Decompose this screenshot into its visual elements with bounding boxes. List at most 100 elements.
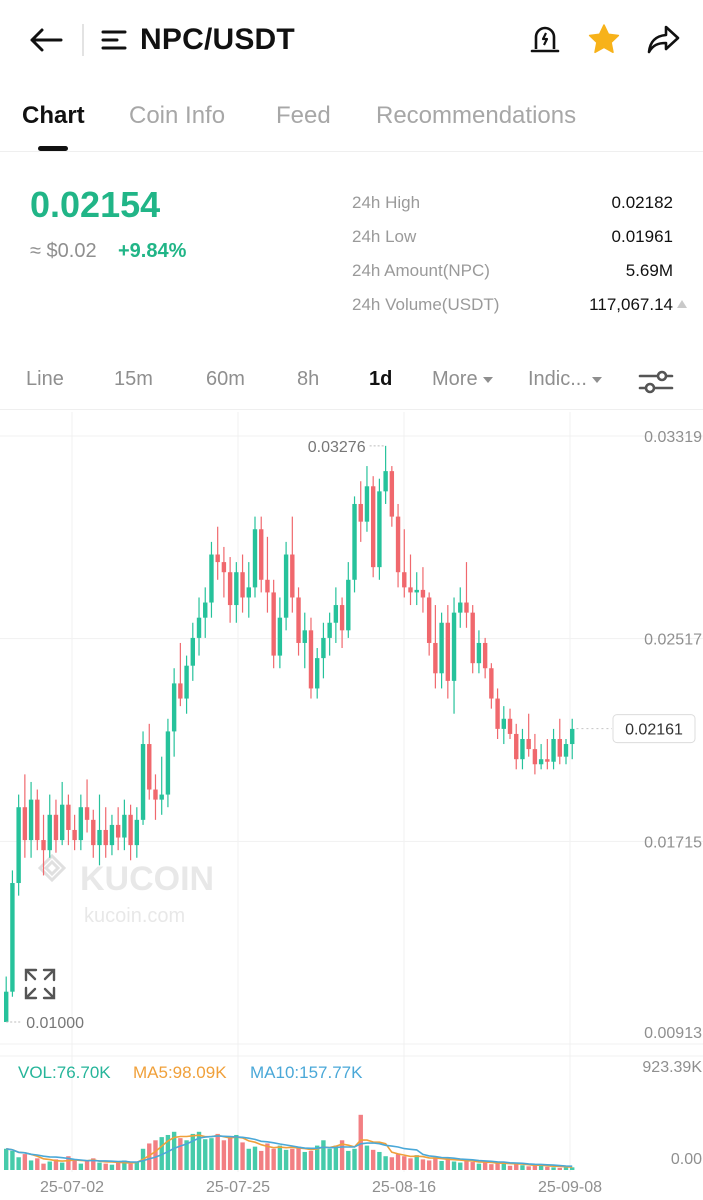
candle-body (221, 562, 227, 573)
candle-body (439, 622, 444, 674)
kucoin-logo-icon (37, 853, 67, 883)
volume-bar (41, 1163, 46, 1170)
volume-bar (203, 1139, 208, 1170)
volume-bar (302, 1151, 307, 1170)
volume-bar (35, 1158, 40, 1170)
min-price-label: 0.01000 (26, 1015, 84, 1032)
candle-body (84, 807, 90, 820)
volume-bar (538, 1164, 544, 1170)
last-price-label: 0.02161 (625, 722, 683, 739)
timeframe-15m[interactable]: 15m (114, 368, 153, 390)
candle-body (321, 637, 326, 659)
volume-bar (178, 1138, 183, 1170)
timeframe-1d[interactable]: 1d (369, 368, 393, 390)
back-button[interactable] (22, 20, 70, 60)
share-button[interactable] (643, 20, 683, 60)
indicators-dropdown[interactable]: Indic... (528, 368, 602, 391)
volume-bar (28, 1160, 34, 1170)
vol-ma5-label: MA5:98.09K (133, 1063, 227, 1082)
candlestick-chart-svg[interactable]: KUCOIN kucoin.com 0.03319 0.02517 0.01715 0… (0, 412, 703, 1200)
candle-body (377, 491, 382, 568)
volume-bar (159, 1137, 164, 1170)
candle-body (165, 731, 171, 795)
timeframe-8h[interactable]: 8h (297, 368, 320, 390)
volume-bar (532, 1165, 538, 1170)
volume-bar (290, 1148, 295, 1170)
star-icon (588, 24, 620, 54)
tab-recommendations[interactable]: Recommendations (376, 102, 577, 129)
volume-bar (122, 1160, 127, 1170)
candle-body (53, 814, 59, 841)
stat-label-amount: 24h Amount(NPC) (352, 261, 490, 280)
candle-body (302, 630, 307, 643)
volume-bar (115, 1162, 121, 1170)
volume-bar (66, 1156, 71, 1170)
watermark-brand: KUCOIN (80, 860, 214, 898)
volume-axis-max: 923.39K (642, 1059, 702, 1076)
timeframe-more[interactable]: More (432, 368, 493, 391)
volume-bar (84, 1160, 90, 1170)
date-axis-label: 25-07-02 (40, 1179, 104, 1196)
candle-body (470, 612, 475, 664)
candle-body (339, 605, 345, 631)
candle-body (190, 637, 195, 666)
menu-icon (101, 30, 127, 50)
dropdown-caret-icon (482, 376, 493, 383)
candle-body (16, 807, 21, 884)
volume-bar (153, 1140, 158, 1170)
candle-body (171, 683, 177, 732)
stat-value-low: 0.01961 (611, 227, 673, 246)
header-divider (82, 24, 84, 56)
last-price: 0.02154 (30, 184, 161, 225)
volume-bar (16, 1157, 21, 1170)
volume-bar (240, 1142, 245, 1170)
tab-coin-info[interactable]: Coin Info (129, 102, 226, 129)
volume-bar (464, 1159, 469, 1170)
price-chart[interactable]: KUCOIN kucoin.com 0.03319 0.02517 0.01715 0… (0, 412, 703, 1200)
volume-bar (234, 1134, 239, 1170)
timeframe-bar: Line 15m 60m 8h 1d More Indic... (0, 354, 703, 410)
app-header: NPC/USDT (0, 0, 703, 80)
tab-chart[interactable]: Chart (22, 102, 85, 129)
candle-body (538, 759, 544, 765)
timeframe-line[interactable]: Line (26, 368, 64, 390)
volume-axis-zero: 0.00 (671, 1151, 702, 1168)
volume-bar (352, 1148, 357, 1170)
candle-body (501, 718, 506, 729)
volume-bar (134, 1161, 140, 1170)
candle-body (346, 579, 351, 631)
fullscreen-button[interactable] (20, 964, 60, 1004)
pair-selector[interactable]: NPC/USDT (100, 18, 295, 62)
volume-bar (451, 1161, 457, 1170)
candle-body (41, 840, 46, 851)
volume-bar (514, 1163, 519, 1170)
candle-body (389, 471, 395, 517)
volume-bar (383, 1156, 388, 1170)
chart-settings-button[interactable] (636, 366, 676, 398)
candle-body (103, 829, 108, 846)
candle-body (234, 572, 239, 606)
volume-bar (476, 1163, 482, 1170)
candle-body (489, 668, 494, 699)
volume-bar (402, 1156, 407, 1170)
volume-bar (458, 1162, 463, 1170)
candle-body (271, 592, 276, 656)
candle-body (153, 789, 158, 800)
volume-bar (271, 1148, 276, 1170)
volume-bar (147, 1143, 152, 1170)
price-axis-label: 0.03319 (644, 429, 702, 446)
price-alert-button[interactable] (525, 20, 565, 60)
timeframe-60m[interactable]: 60m (206, 368, 245, 390)
tab-feed[interactable]: Feed (276, 102, 331, 129)
volume-bar (308, 1150, 314, 1170)
watermark: KUCOIN kucoin.com (37, 853, 214, 927)
volume-bar (333, 1145, 339, 1170)
stat-value-amount: 5.69M (625, 261, 673, 280)
volume-bar (265, 1143, 270, 1170)
volume-bar (109, 1164, 115, 1170)
dropdown-caret-icon (591, 376, 602, 383)
candle-body (4, 991, 9, 1023)
favorite-button[interactable] (584, 20, 624, 60)
candle-body (308, 630, 314, 689)
toggle-triangle-icon[interactable] (677, 300, 687, 308)
